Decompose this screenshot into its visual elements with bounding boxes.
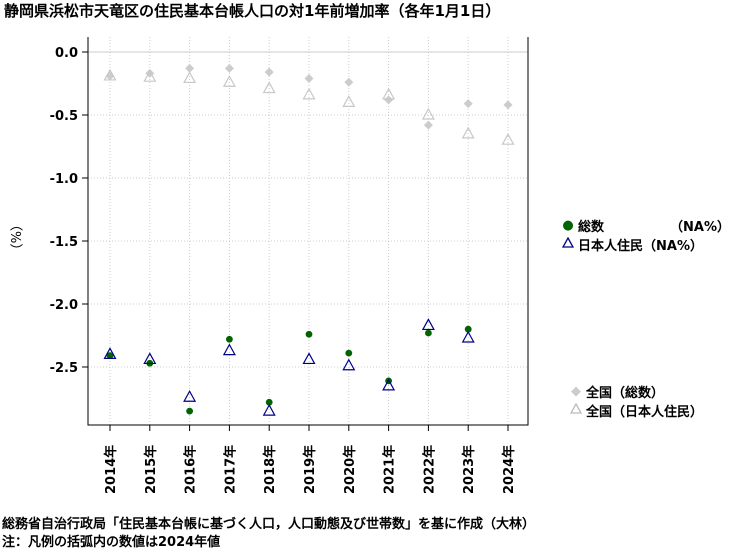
point-total xyxy=(464,325,472,333)
y-tick-label: -1.5 xyxy=(50,235,78,250)
point-japanese xyxy=(461,330,475,343)
legend-value-total: （NA%） xyxy=(670,220,730,235)
point-national-japanese xyxy=(342,95,356,108)
point-total xyxy=(345,349,353,357)
x-tick-label: 2021年 xyxy=(382,445,398,494)
point-japanese xyxy=(143,352,157,365)
x-tick-label: 2018年 xyxy=(262,445,278,494)
point-national-total xyxy=(304,73,314,83)
legend-value-japanese: （NA%） xyxy=(643,239,703,254)
x-tick-label: 2016年 xyxy=(183,445,199,494)
point-japanese xyxy=(382,378,396,391)
point-national-japanese xyxy=(262,81,276,94)
point-national-total xyxy=(503,100,513,110)
x-tick-label: 2014年 xyxy=(103,445,119,494)
x-tick-label: 2023年 xyxy=(461,445,477,494)
legend-national: ◆ 全国（総数） 全国（日本人住民） xyxy=(566,382,703,420)
legend-label-japanese: 日本人住民 xyxy=(578,239,644,254)
triangle-marker-icon xyxy=(566,402,586,418)
legend-label-national-total: 全国（総数） xyxy=(586,386,665,401)
point-japanese xyxy=(183,389,197,402)
point-total xyxy=(265,398,273,406)
point-national-japanese xyxy=(501,132,515,145)
legend-item-japanese: 日本人住民 （NA%） xyxy=(558,235,730,254)
point-national-japanese xyxy=(183,71,197,84)
x-tick-label: 2022年 xyxy=(421,445,437,494)
point-national-japanese xyxy=(302,87,316,100)
point-japanese xyxy=(103,347,117,359)
diamond-marker-icon: ◆ xyxy=(571,384,581,399)
point-national-japanese xyxy=(143,69,157,82)
point-total xyxy=(425,329,432,337)
x-tick-label: 2024年 xyxy=(501,445,517,494)
point-national-total xyxy=(423,120,433,130)
footer-source: 総務省自治行政局「住民基本台帳に基づく人口，人口動態及び世帯数」を基に作成（大林… xyxy=(2,517,536,532)
point-national-total xyxy=(264,67,274,77)
y-tick-label: -1.0 xyxy=(50,172,78,187)
legend-label-total: 総数 xyxy=(578,220,605,235)
point-japanese xyxy=(342,358,356,371)
point-total xyxy=(186,407,194,415)
y-tick-label: -0.5 xyxy=(50,109,78,124)
legend-municipal: ● 総数 （NA%） 日本人住民 （NA%） xyxy=(558,216,730,254)
legend-label-national-japanese: 全国（日本人住民） xyxy=(586,405,704,420)
x-tick-label: 2017年 xyxy=(222,445,238,494)
point-national-japanese xyxy=(382,87,396,100)
point-total xyxy=(305,330,313,338)
point-national-japanese xyxy=(222,74,236,87)
legend-item-national-japanese: 全国（日本人住民） xyxy=(566,401,703,420)
point-national-total xyxy=(224,63,234,73)
point-national-japanese xyxy=(421,107,435,120)
point-national-total xyxy=(185,63,195,73)
triangle-marker-icon xyxy=(558,236,578,252)
legend-item-total: ● 総数 （NA%） xyxy=(558,216,730,235)
point-national-total xyxy=(384,95,394,105)
point-total xyxy=(226,335,233,343)
dot-marker-icon: ● xyxy=(562,218,574,233)
point-japanese xyxy=(222,343,236,356)
point-total xyxy=(106,352,114,360)
legend-item-national-total: ◆ 全国（総数） xyxy=(566,382,703,401)
point-japanese xyxy=(421,318,435,331)
x-tick-label: 2019年 xyxy=(302,445,318,494)
y-tick-label: -2.5 xyxy=(50,361,78,376)
chart-title: 静岡県浜松市天竜区の住民基本台帳人口の対1年前増加率（各年1月1日） xyxy=(4,2,501,20)
point-national-japanese xyxy=(103,68,117,81)
point-japanese xyxy=(262,403,276,416)
point-national-japanese xyxy=(461,126,475,139)
plot-frame xyxy=(87,37,529,426)
point-national-total xyxy=(344,77,354,87)
footer-note: 注：凡例の括弧内の数値は2024年値 xyxy=(2,535,221,550)
y-tick-label: -2.0 xyxy=(50,298,78,313)
point-japanese xyxy=(302,352,316,365)
y-tick-label: 0.0 xyxy=(55,46,78,61)
x-tick-label: 2015年 xyxy=(143,445,159,494)
y-axis-label: （%） xyxy=(7,218,22,257)
point-national-total xyxy=(463,99,473,109)
x-tick-label: 2020年 xyxy=(342,445,358,494)
